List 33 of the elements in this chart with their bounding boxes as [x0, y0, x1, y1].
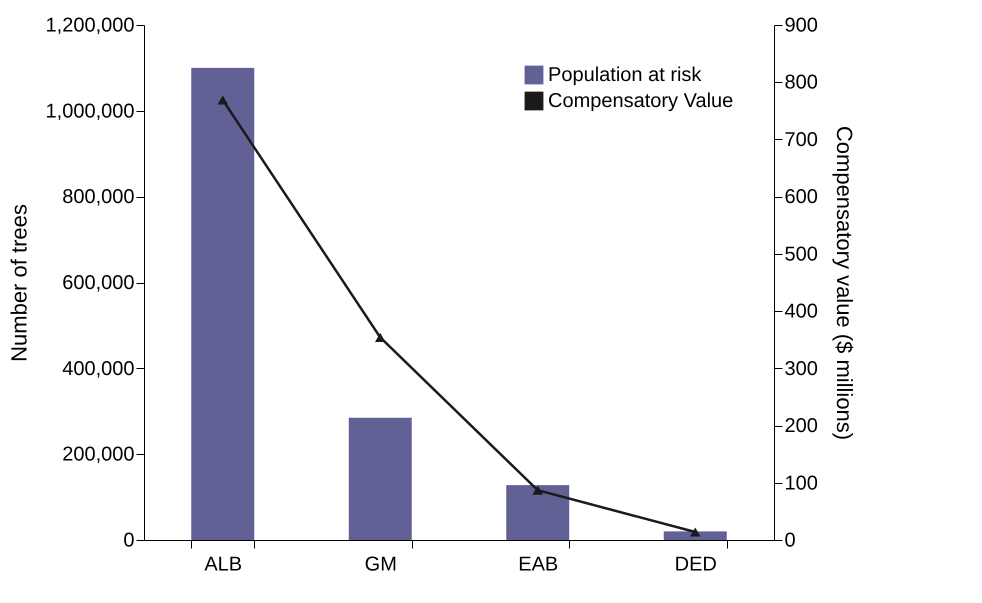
bar — [348, 418, 412, 540]
y-tick-label: 600,000 — [62, 272, 134, 294]
x-tick-label: DED — [674, 554, 717, 576]
y-tick-label: 0 — [123, 530, 134, 552]
y2-tick-label: 100 — [784, 472, 818, 494]
y2-tick-label: 200 — [784, 415, 818, 438]
x-tick-label: GM — [364, 554, 397, 576]
point — [218, 95, 228, 104]
y-tick-label: 1,200,000 — [46, 14, 134, 36]
y-tick-label: 1,000,000 — [46, 100, 134, 122]
point — [690, 527, 700, 537]
y-tick-label: 800,000 — [62, 186, 134, 208]
x-tick-label: ALB — [204, 554, 242, 576]
y2-tick-label: 300 — [784, 358, 818, 380]
bar — [191, 68, 254, 540]
legend-label: Compensatory Value — [548, 90, 734, 112]
y2-tick-label: 0 — [784, 530, 796, 552]
y2-tick-label: 900 — [784, 14, 818, 36]
y2-tick-label: 500 — [784, 243, 818, 266]
y-tick-label: 200,000 — [62, 444, 134, 466]
y2-tick-label: 400 — [784, 300, 818, 323]
point — [375, 332, 386, 342]
y2-tick-label: 600 — [784, 186, 818, 208]
y-axis-title: Number of trees — [6, 204, 32, 362]
point — [532, 486, 543, 495]
legend-label: Population at risk — [548, 64, 702, 86]
x-tick-label: EAB — [518, 554, 558, 576]
y2-tick-label: 800 — [784, 72, 818, 94]
y2-axis-title: Compensatory value ($ millions) — [832, 126, 857, 440]
bar — [664, 531, 727, 540]
bar — [506, 485, 570, 540]
y-tick-label: 400,000 — [62, 358, 134, 380]
y2-tick-label: 700 — [784, 128, 818, 151]
